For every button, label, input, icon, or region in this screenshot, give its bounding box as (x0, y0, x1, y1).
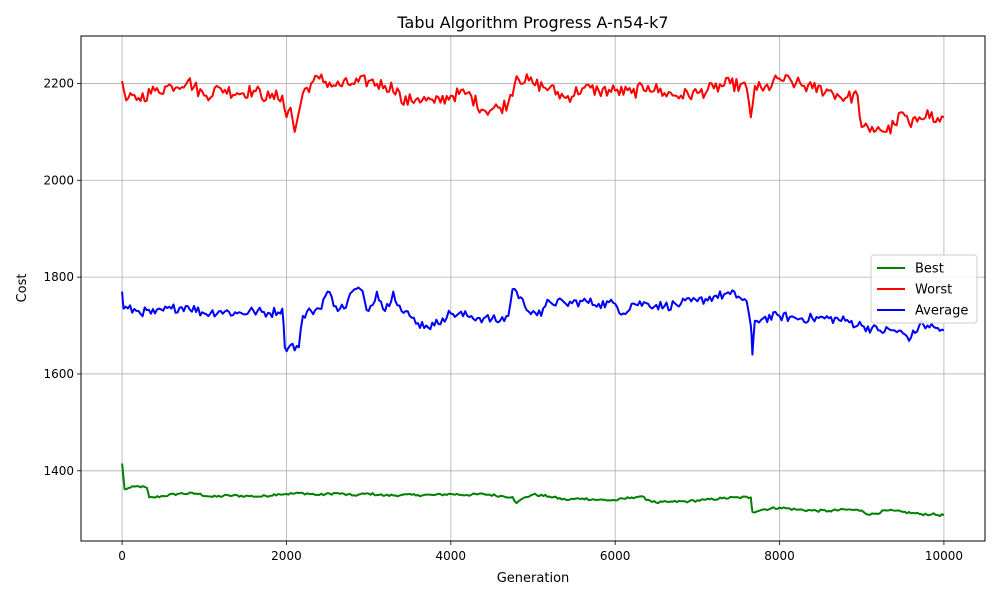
x-tick-label: 4000 (436, 549, 467, 563)
series-line-best (121, 463, 945, 518)
grid (81, 36, 985, 541)
x-tick-label: 6000 (600, 549, 631, 563)
series-line-average (121, 286, 945, 356)
series-group (121, 73, 945, 518)
y-tick-label: 1400 (43, 464, 74, 478)
legend-label-worst: Worst (915, 283, 952, 298)
chart-title: Tabu Algorithm Progress A-n54-k7 (396, 13, 668, 32)
x-tick-label: 0 (118, 549, 126, 563)
y-axis-label: Cost (15, 274, 30, 303)
x-tick-label: 8000 (764, 549, 795, 563)
x-axis-label: Generation (497, 571, 570, 586)
y-tick-label: 1800 (43, 270, 74, 284)
y-tick-label: 1600 (43, 367, 74, 381)
legend: Best Worst Average (870, 254, 978, 324)
x-tick-label: 2000 (271, 549, 302, 563)
y-tick-label: 2000 (43, 173, 74, 187)
legend-label-average: Average (915, 304, 968, 319)
axis-ticks: 0 2000 4000 6000 8000 10000 1400 1600 1800 2000 22… (43, 76, 963, 563)
legend-label-best: Best (915, 262, 944, 277)
x-tick-label: 10000 (925, 549, 963, 563)
plot-frame (80, 35, 986, 542)
series-line-worst (121, 73, 945, 135)
y-tick-label: 2200 (43, 76, 74, 90)
legend-box (870, 254, 978, 324)
